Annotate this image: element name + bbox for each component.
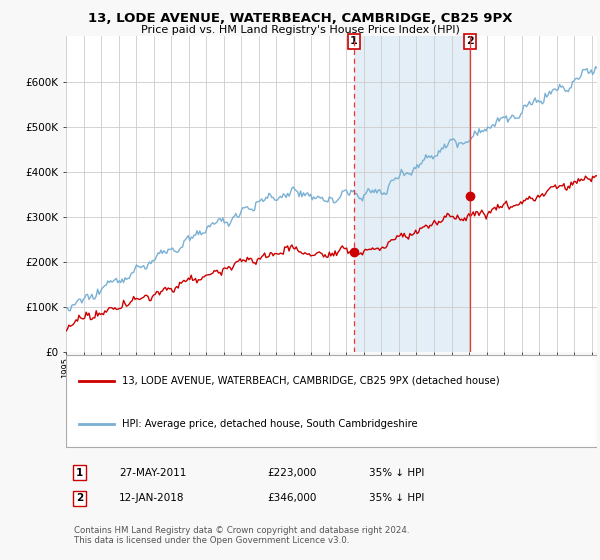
Text: 13, LODE AVENUE, WATERBEACH, CAMBRIDGE, CB25 9PX: 13, LODE AVENUE, WATERBEACH, CAMBRIDGE, … (88, 12, 512, 25)
Text: 12-JAN-2018: 12-JAN-2018 (119, 493, 185, 503)
Text: 13, LODE AVENUE, WATERBEACH, CAMBRIDGE, CB25 9PX (detached house): 13, LODE AVENUE, WATERBEACH, CAMBRIDGE, … (122, 376, 499, 386)
Text: £346,000: £346,000 (268, 493, 317, 503)
Text: 35% ↓ HPI: 35% ↓ HPI (368, 493, 424, 503)
Text: HPI: Average price, detached house, South Cambridgeshire: HPI: Average price, detached house, Sout… (122, 419, 418, 429)
Bar (354, 36, 470, 352)
Text: Price paid vs. HM Land Registry's House Price Index (HPI): Price paid vs. HM Land Registry's House … (140, 25, 460, 35)
Text: 27-MAY-2011: 27-MAY-2011 (119, 468, 187, 478)
Text: £223,000: £223,000 (268, 468, 317, 478)
Text: 1: 1 (350, 36, 358, 46)
FancyBboxPatch shape (66, 356, 597, 447)
Text: 35% ↓ HPI: 35% ↓ HPI (368, 468, 424, 478)
Text: Contains HM Land Registry data © Crown copyright and database right 2024.
This d: Contains HM Land Registry data © Crown c… (74, 526, 409, 545)
Text: 2: 2 (76, 493, 83, 503)
Text: 1: 1 (76, 468, 83, 478)
Text: 2: 2 (466, 36, 473, 46)
